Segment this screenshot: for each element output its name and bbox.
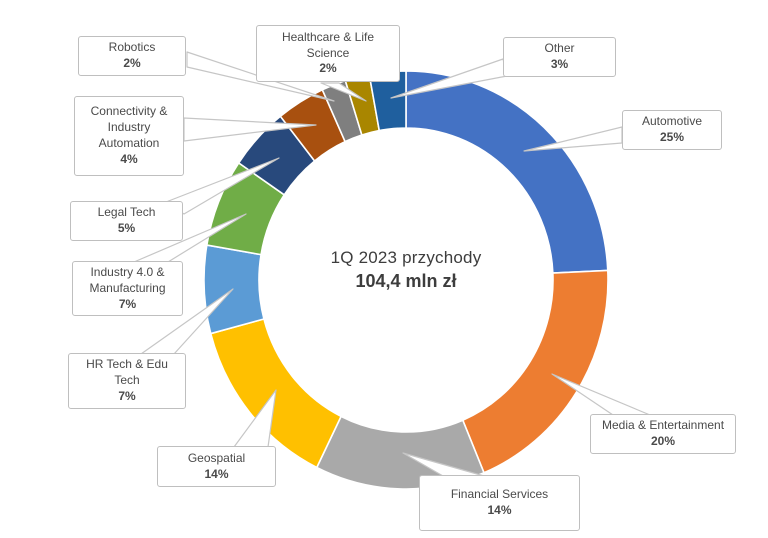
slice-percent: 2% (123, 56, 141, 70)
slice-percent: 14% (204, 466, 229, 481)
slice-percent: 20% (650, 434, 676, 448)
slice-label: Financial Services (450, 487, 549, 502)
callout-label-hr-tech-edu-tech: HR Tech & Edu Tech 7% (68, 353, 186, 409)
callout-label-other: Other 3% (503, 37, 616, 77)
callout-label-robotics: Robotics 2% (78, 36, 186, 76)
slice-percent: 2% (319, 61, 337, 76)
slice-percent: 3% (550, 57, 569, 71)
donut-slice-1: Media & Entertainment 20% (461, 269, 609, 474)
callout-label-industry-40-manufacturing: Industry 4.0 & Manufacturing 7% (72, 261, 183, 317)
slice-percent: 7% (118, 296, 137, 311)
callout-label-media-entertainment: Media & Entertainment 20% (590, 414, 736, 454)
slice-percent: 7% (118, 388, 136, 403)
slice-label: Automotive (641, 114, 703, 129)
slice-label: Healthcare & Life Science (281, 29, 375, 60)
donut-slice-4: HR Tech & Edu Tech 7% (203, 244, 265, 335)
slice-percent: 14% (487, 503, 512, 517)
slice-label: Media & Entertainment (601, 418, 725, 433)
slice-label: Geospatial (187, 450, 246, 465)
callout-label-legal-tech: Legal Tech 5% (70, 201, 183, 241)
slice-label: Other (544, 41, 575, 56)
slice-label: HR Tech & Edu Tech (86, 357, 168, 388)
callout-label-geospatial: Geospatial 14% (157, 446, 276, 487)
slice-percent: 25% (659, 130, 685, 144)
slice-label: Legal Tech (97, 205, 156, 219)
callout-label-connectivity-industry-automation: Connectivity & Industry Automation 4% (74, 96, 184, 176)
callout-label-financial-services: Financial Services 14% (419, 475, 580, 531)
slice-label: Industry 4.0 & Manufacturing (89, 265, 166, 295)
slice-percent: 5% (117, 220, 136, 235)
callout-leader-7 (183, 117, 317, 142)
slice-label: Robotics (108, 40, 156, 55)
donut-slice-0: Automotive 25% (405, 70, 609, 274)
slice-label: Connectivity & Industry Automation (90, 104, 168, 150)
callout-label-healthcare-life-science: Healthcare & Life Science 2% (256, 25, 400, 82)
slice-percent: 4% (120, 151, 138, 166)
callout-label-automotive: Automotive 25% (622, 110, 722, 150)
callout-leader-9 (320, 82, 367, 102)
